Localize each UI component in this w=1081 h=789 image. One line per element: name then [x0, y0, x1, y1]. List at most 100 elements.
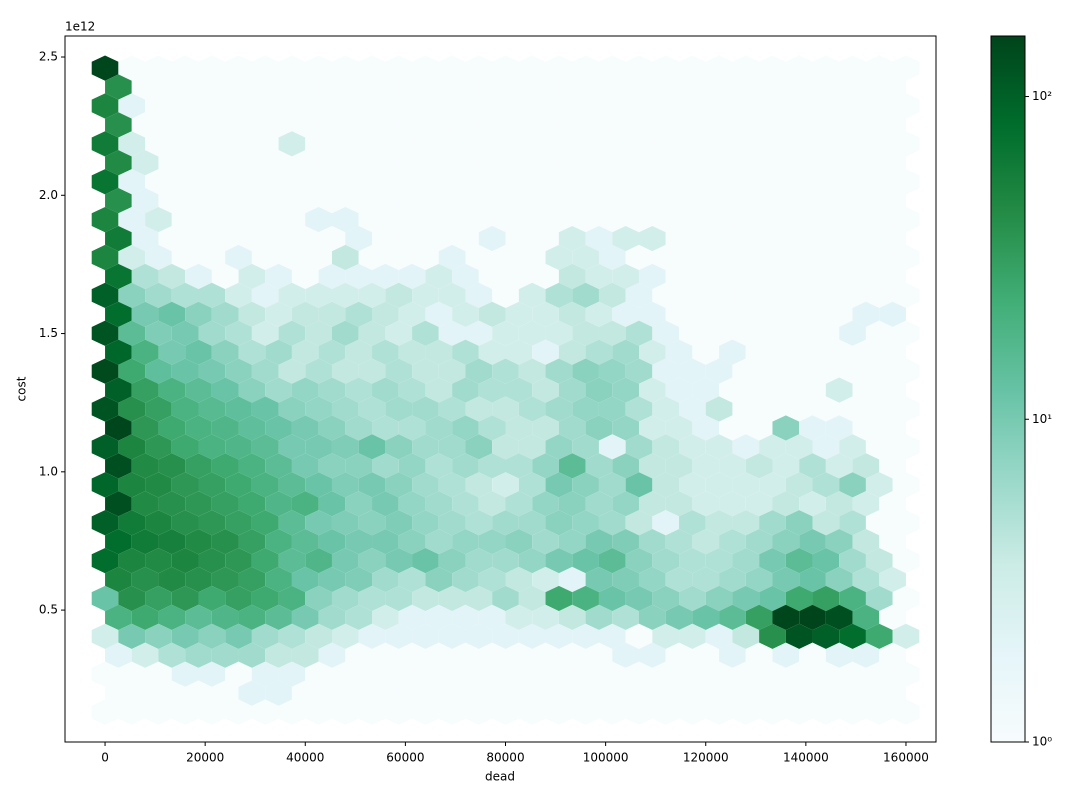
hex-cell: [572, 434, 599, 460]
hex-cell: [372, 604, 399, 631]
hex-cell: [278, 547, 306, 574]
hex-cell: [598, 547, 626, 574]
hex-cell: [518, 396, 546, 422]
hex-cell: [185, 225, 212, 252]
hex-cell: [825, 453, 853, 479]
hex-cell: [879, 263, 906, 290]
hex-cell: [91, 320, 119, 346]
hex-cell: [331, 396, 359, 422]
hex-cell: [185, 150, 212, 176]
hex-cell: [91, 472, 119, 498]
hex-cell: [545, 131, 573, 157]
hex-cell: [759, 547, 786, 574]
hex-cell: [665, 112, 693, 138]
hex-cell: [612, 188, 639, 214]
hex-cell: [612, 74, 639, 100]
hex-cell: [772, 225, 800, 252]
hex-cell: [345, 301, 373, 327]
hex-cell: [799, 529, 826, 555]
hex-cell: [892, 206, 920, 233]
hex-cell: [652, 244, 680, 271]
hex-cell: [812, 358, 840, 384]
hex-cell: [585, 453, 613, 479]
hex-cell: [572, 131, 599, 157]
hex-cell: [759, 244, 786, 271]
hex-cell: [558, 263, 586, 290]
hex-cell: [785, 661, 813, 687]
hex-cell: [105, 150, 132, 176]
hex-cell: [225, 358, 252, 384]
hex-cell: [719, 263, 746, 290]
hex-cell: [839, 699, 866, 725]
hex-cell: [705, 131, 733, 157]
hex-cell: [799, 604, 826, 631]
hex-cell: [705, 206, 733, 233]
hex-cell: [465, 585, 493, 612]
hex-cell: [852, 642, 880, 668]
hex-cell: [198, 472, 226, 498]
hex-cell: [865, 585, 893, 612]
hex-cell: [719, 225, 746, 252]
hex-cell: [425, 491, 453, 517]
hex-cell: [879, 377, 906, 403]
hex-cell: [852, 188, 880, 214]
hex-cell: [492, 169, 519, 195]
hex-cell: [305, 244, 332, 271]
hex-cell: [692, 188, 720, 214]
hex-cell: [465, 661, 493, 687]
hex-cell: [625, 55, 653, 81]
hex-cell: [372, 415, 399, 441]
hex-cell: [211, 150, 239, 176]
hex-cell: [198, 661, 226, 687]
hex-cell: [198, 396, 226, 422]
hex-cell: [372, 377, 399, 403]
hex-cell: [652, 585, 680, 612]
hex-cell: [492, 282, 519, 309]
hex-cell: [492, 206, 519, 233]
hex-cell: [385, 169, 413, 195]
hex-cell: [572, 585, 599, 612]
hex-cell: [772, 263, 800, 290]
hex-cell: [812, 434, 840, 460]
hex-cell: [865, 55, 893, 81]
hex-cell: [345, 74, 373, 100]
hex-cell: [679, 434, 706, 460]
hex-cell: [679, 206, 706, 233]
hex-cell: [211, 453, 239, 479]
hex-cell: [679, 547, 706, 574]
hex-cell: [772, 604, 800, 631]
hex-cell: [625, 547, 653, 574]
hex-cell: [625, 131, 653, 157]
hex-cell: [772, 150, 800, 176]
hex-cell: [852, 566, 880, 593]
hex-cell: [518, 699, 546, 725]
hex-cell: [305, 358, 332, 384]
hex-cell: [719, 566, 746, 593]
hex-cell: [145, 206, 172, 233]
hex-cell: [278, 472, 306, 498]
y-tick-label: 2.5: [39, 50, 58, 64]
hex-cell: [105, 604, 132, 631]
hex-cell: [812, 547, 840, 574]
hex-cell: [465, 320, 493, 346]
hex-cell: [291, 566, 319, 593]
hex-cell: [572, 358, 599, 384]
hex-cell: [759, 396, 786, 422]
hex-cell: [145, 282, 172, 309]
hex-cell: [759, 434, 786, 460]
hex-cell: [638, 529, 666, 555]
x-axis-label: dead: [485, 770, 515, 784]
hex-cell: [839, 93, 866, 119]
hex-cell: [251, 661, 279, 687]
hex-cell: [825, 150, 853, 176]
hex-cell: [412, 547, 439, 574]
hex-cell: [732, 131, 760, 157]
hex-cell: [385, 699, 413, 725]
hex-cell: [692, 150, 720, 176]
hex-cell: [812, 93, 840, 119]
hex-cell: [291, 263, 319, 290]
hex-cell: [598, 55, 626, 81]
hex-cell: [785, 93, 813, 119]
hex-cell: [879, 491, 906, 517]
hex-cell: [465, 55, 493, 81]
